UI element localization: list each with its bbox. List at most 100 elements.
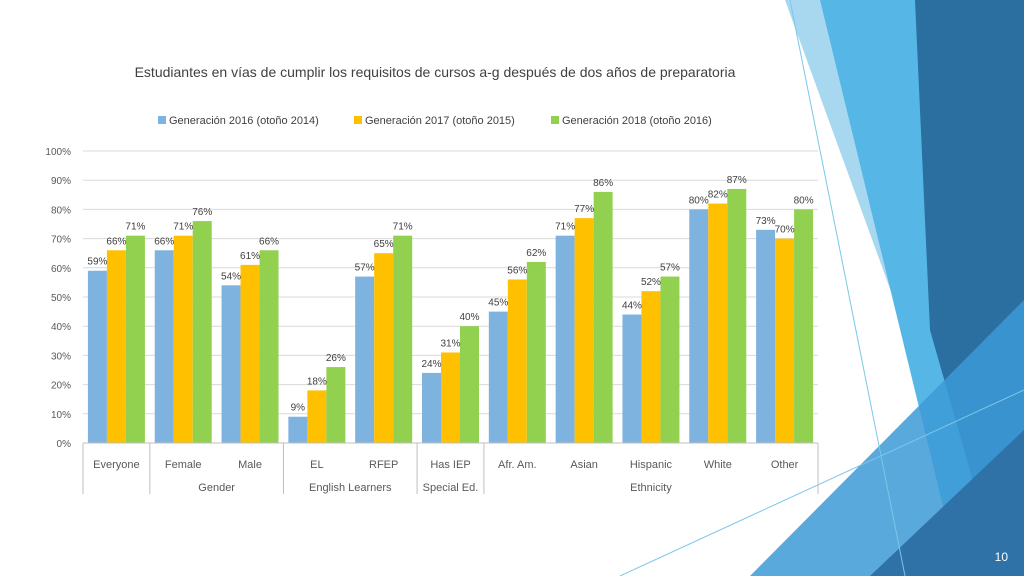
- x-tick-label: RFEP: [369, 459, 398, 471]
- data-label: 59%: [87, 257, 107, 268]
- group-label: Ethnicity: [630, 482, 672, 494]
- bar: [689, 209, 709, 443]
- bar: [173, 235, 193, 443]
- bar: [555, 235, 575, 443]
- data-label: 80%: [689, 195, 709, 206]
- data-label: 52%: [641, 277, 661, 288]
- data-label: 9%: [291, 403, 306, 414]
- y-tick-label: 100%: [45, 147, 71, 158]
- data-label: 76%: [192, 207, 212, 218]
- bar: [307, 390, 327, 443]
- group-label: Gender: [198, 482, 235, 494]
- bar: [641, 291, 661, 443]
- chart-legend: Generación 2016 (otoño 2014) Generación 2…: [158, 115, 712, 127]
- data-label: 86%: [593, 178, 613, 189]
- bar: [488, 311, 508, 443]
- legend-swatch: [551, 116, 559, 124]
- y-tick-label: 20%: [51, 381, 71, 392]
- bar: [106, 250, 126, 443]
- data-label: 70%: [775, 225, 795, 236]
- data-label: 31%: [440, 338, 460, 349]
- chart-bars: [87, 188, 814, 443]
- data-label: 71%: [173, 222, 193, 233]
- data-label: 62%: [526, 248, 546, 259]
- page-number: 10: [994, 550, 1008, 564]
- bar: [393, 235, 413, 443]
- legend-swatch: [158, 116, 166, 124]
- y-tick-label: 70%: [51, 235, 71, 246]
- bar: [526, 261, 546, 443]
- data-label: 87%: [727, 175, 747, 186]
- bar: [794, 209, 814, 443]
- legend-swatch: [354, 116, 362, 124]
- y-tick-label: 90%: [51, 176, 71, 187]
- y-axis: 0% 10% 20% 30% 40% 50% 60% 70% 80% 90% 100%: [45, 147, 71, 450]
- y-tick-label: 50%: [51, 293, 71, 304]
- data-label: 40%: [459, 312, 479, 323]
- bar: [154, 250, 174, 443]
- x-tick-label: Male: [238, 459, 262, 471]
- legend-label: Generación 2018 (otoño 2016): [562, 115, 712, 127]
- bar: [507, 279, 527, 443]
- legend-label: Generación 2016 (otoño 2014): [169, 115, 319, 127]
- data-label: 71%: [555, 222, 575, 233]
- x-tick-label: White: [704, 459, 732, 471]
- data-label: 18%: [307, 376, 327, 387]
- bar: [574, 218, 594, 443]
- data-labels: 59% 66% 54% 9% 57% 24% 45% 71% 44% 80% 73% 66% 71% 61…: [87, 175, 813, 414]
- x-tick-label: Female: [165, 459, 202, 471]
- bar: [259, 250, 279, 443]
- deco-shape-bottom-dark: [870, 430, 1024, 576]
- group-label: English Learners: [309, 482, 392, 494]
- x-axis: Everyone Female Male EL RFEP Has IEP Afr. Am. A…: [82, 442, 819, 494]
- bar: [660, 276, 680, 443]
- bar: [326, 367, 346, 443]
- group-label: Special Ed.: [423, 482, 479, 494]
- data-label: 73%: [756, 216, 776, 227]
- bar: [727, 188, 747, 443]
- x-tick-label: Other: [771, 459, 799, 471]
- data-label: 57%: [355, 263, 375, 274]
- bar: [125, 235, 145, 443]
- data-label: 45%: [488, 298, 508, 309]
- x-tick-label: Hispanic: [630, 459, 673, 471]
- x-tick-label: Afr. Am.: [498, 459, 537, 471]
- legend-label: Generación 2017 (otoño 2015): [365, 115, 515, 127]
- y-tick-label: 0%: [57, 439, 72, 450]
- data-label: 56%: [507, 265, 527, 276]
- y-tick-label: 60%: [51, 264, 71, 275]
- data-label: 24%: [421, 359, 441, 370]
- bar: [422, 372, 441, 443]
- bar: [288, 416, 308, 443]
- bar: [775, 238, 795, 443]
- data-label: 61%: [240, 251, 260, 262]
- chart-title: Estudiantes en vías de cumplir los requi…: [135, 64, 736, 80]
- data-label: 57%: [660, 263, 680, 274]
- bar: [622, 314, 642, 443]
- deco-line-2: [619, 389, 1024, 576]
- bar: [240, 264, 260, 443]
- y-tick-label: 40%: [51, 322, 71, 333]
- data-label: 26%: [326, 353, 346, 364]
- data-label: 66%: [154, 236, 174, 247]
- y-tick-label: 10%: [51, 410, 71, 421]
- data-label: 71%: [393, 222, 413, 233]
- bar: [192, 221, 212, 443]
- x-tick-label: Asian: [570, 459, 598, 471]
- bar: [87, 270, 107, 443]
- data-label: 44%: [622, 301, 642, 312]
- x-tick-label: Everyone: [93, 459, 139, 471]
- data-label: 71%: [125, 222, 145, 233]
- bar: [708, 203, 728, 443]
- data-label: 66%: [106, 236, 126, 247]
- bar: [374, 253, 394, 443]
- y-tick-label: 80%: [51, 205, 71, 216]
- data-label: 77%: [574, 204, 594, 215]
- bar: [355, 276, 375, 443]
- data-label: 54%: [221, 271, 241, 282]
- data-label: 80%: [794, 195, 814, 206]
- deco-line: [789, 0, 906, 576]
- x-tick-label: Has IEP: [430, 459, 470, 471]
